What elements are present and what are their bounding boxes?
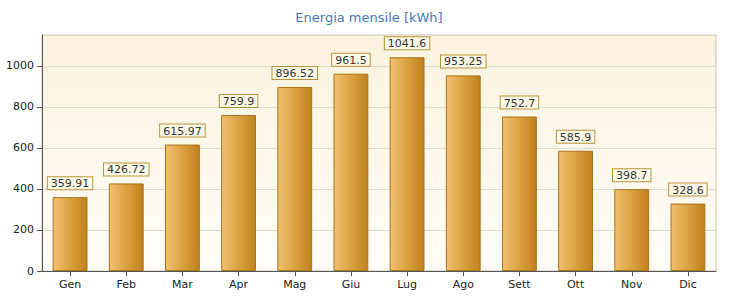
- svg-text:896.52: 896.52: [276, 67, 315, 80]
- svg-text:1000: 1000: [6, 59, 34, 72]
- svg-text:800: 800: [13, 100, 34, 113]
- svg-text:Gen: Gen: [59, 278, 81, 291]
- svg-text:Ago: Ago: [453, 278, 475, 291]
- svg-text:Lug: Lug: [397, 278, 417, 291]
- svg-text:585.9: 585.9: [560, 131, 592, 144]
- svg-text:Apr: Apr: [229, 278, 249, 291]
- svg-text:Sett: Sett: [508, 278, 531, 291]
- svg-text:359.91: 359.91: [51, 177, 90, 190]
- svg-text:953.25: 953.25: [444, 55, 483, 68]
- svg-text:759.9: 759.9: [223, 95, 255, 108]
- svg-text:328.6: 328.6: [672, 184, 704, 197]
- svg-text:426.72: 426.72: [107, 163, 146, 176]
- svg-text:615.97: 615.97: [163, 125, 202, 138]
- svg-text:752.7: 752.7: [504, 97, 536, 110]
- svg-text:1041.6: 1041.6: [388, 37, 427, 50]
- svg-text:398.7: 398.7: [616, 169, 648, 182]
- svg-text:Feb: Feb: [117, 278, 136, 291]
- svg-text:Mag: Mag: [283, 278, 306, 291]
- svg-text:961.5: 961.5: [335, 54, 367, 67]
- svg-text:600: 600: [13, 141, 34, 154]
- svg-text:Energia mensile [kWh]: Energia mensile [kWh]: [295, 10, 442, 25]
- svg-text:Dic: Dic: [679, 278, 697, 291]
- svg-text:Nov: Nov: [621, 278, 643, 291]
- svg-text:Giu: Giu: [342, 278, 361, 291]
- svg-text:400: 400: [13, 182, 34, 195]
- svg-text:200: 200: [13, 223, 34, 236]
- svg-text:Ott: Ott: [567, 278, 585, 291]
- svg-text:0: 0: [27, 265, 34, 278]
- svg-text:Mar: Mar: [172, 278, 193, 291]
